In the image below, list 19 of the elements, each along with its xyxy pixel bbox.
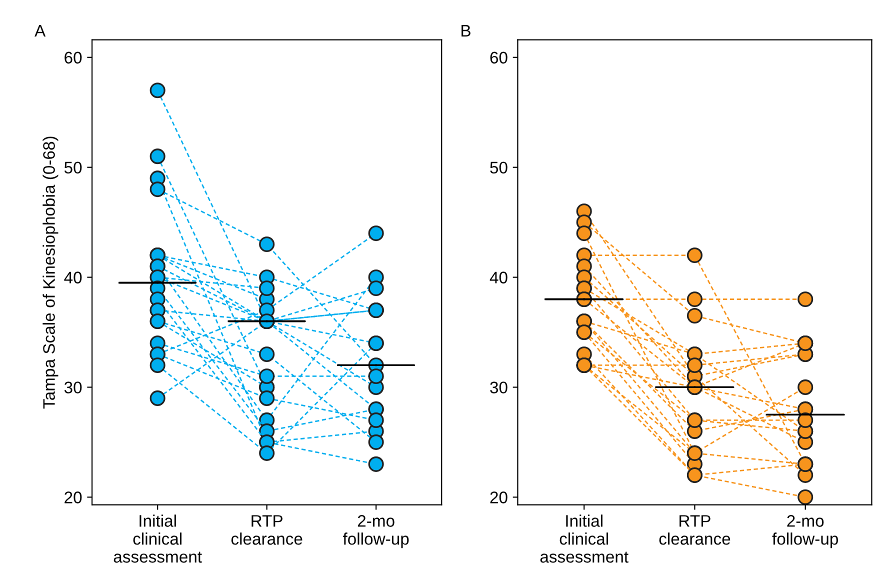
y-tick-label: 20 — [490, 492, 508, 504]
y-tick-label: 50 — [490, 162, 508, 174]
y-tick-label: 60 — [490, 52, 508, 64]
x-tick-label: RTP clearance — [231, 515, 302, 545]
y-tick-label: 40 — [64, 272, 82, 284]
y-tick-label: 20 — [64, 492, 82, 504]
x-tick-label: 2-mo follow-up — [772, 515, 838, 548]
x-tick-label: 2-mo follow-up — [342, 515, 409, 548]
y-tick-label: 60 — [64, 52, 82, 64]
y-tick-label: 30 — [64, 382, 82, 394]
y-tick-label: 40 — [490, 272, 508, 284]
x-tick-label: Initial clinical assessment — [540, 514, 628, 563]
chart-title: B — [462, 25, 470, 36]
y-axis-title: Tampa Scale of Kinesiophobia (0-68) — [42, 136, 58, 409]
x-tick-label: Initial clinical assessment — [114, 514, 202, 563]
chart-title: A — [34, 25, 46, 36]
y-tick-label: 30 — [490, 382, 508, 394]
y-tick-label: 50 — [64, 162, 82, 174]
x-tick-label: RTP clearance — [659, 515, 730, 545]
